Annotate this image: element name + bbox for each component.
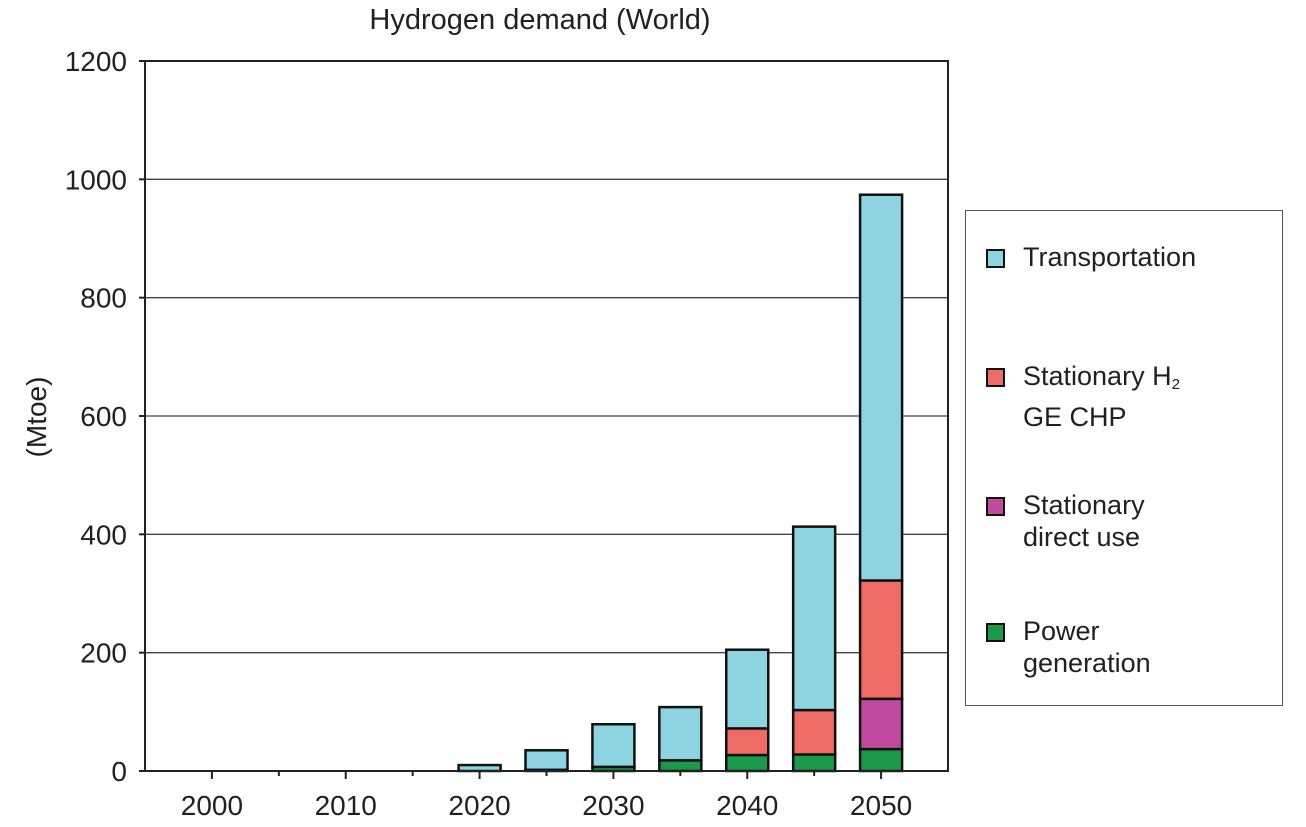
chart-title: Hydrogen demand (World) [369,4,711,36]
legend-swatch-power [986,623,1005,642]
y-tick-label-200: 200 [80,638,127,669]
bar-segment-2040-s3 [725,648,770,730]
x-tick-label-2000: 2000 [181,790,243,821]
legend-label-direct-use: Stationary direct use [1023,489,1145,553]
y-tick-label-400: 400 [80,519,127,550]
legend-label-transportation: Transportation [1023,242,1197,272]
y-tick-label-1000: 1000 [65,164,127,195]
legend-label-power-line2: generation [1023,648,1151,678]
bar-segment-2030-s3 [591,723,636,769]
legend-label-chp-subscript: 2 [1171,376,1180,393]
legend-label-chp: Stationary H2 GE CHP [1023,360,1180,433]
bar-segment-2050-s0 [858,747,904,773]
bar-segment-2045-s2 [791,708,837,756]
x-tick-label-2050: 2050 [850,790,912,821]
legend-label-chp-line1: Stationary H [1023,361,1172,391]
legend-label-direct-line1: Stationary [1023,490,1145,520]
y-tick-label-1200: 1200 [65,46,127,77]
x-tick-label-2030: 2030 [582,790,644,821]
legend-item-power: Power generation [986,615,1151,679]
y-axis-label: (Mtoe) [21,377,52,458]
y-tick-label-600: 600 [80,401,127,432]
legend-item-chp: Stationary H2 GE CHP [986,360,1180,433]
bar-segment-2050-s2 [858,579,904,701]
bars [457,193,904,773]
legend-item-direct-use: Stationary direct use [986,489,1145,553]
legend-label-chp-line2: GE CHP [1023,402,1127,432]
bar-segment-2025-s3 [524,749,569,772]
axes: 0 200 400 600 800 1000 1200 2000 2010 2020 2030 204… [65,46,949,821]
legend: Transportation Stationary H2 GE CHP Stat… [965,210,1283,706]
y-tick-label-800: 800 [80,283,127,314]
bar-segment-2050-s3 [858,193,904,582]
x-tick-label-2040: 2040 [716,790,778,821]
bar-segment-2035-s0 [658,759,703,773]
bar-segment-2045-s3 [791,525,837,712]
legend-item-transportation: Transportation [986,241,1196,273]
legend-swatch-transportation [986,249,1005,268]
bar-segment-2035-s3 [658,705,703,762]
legend-label-power: Power generation [1023,615,1151,679]
legend-swatch-chp [986,368,1005,387]
bar-segment-2040-s0 [725,753,770,773]
x-tick-label-2020: 2020 [448,790,510,821]
legend-label-power-line1: Power [1023,616,1100,646]
x-tick-label-2010: 2010 [315,790,377,821]
legend-swatch-direct-use [986,497,1005,516]
bar-segment-2050-s1 [858,697,904,751]
y-tick-label-0: 0 [111,756,127,787]
bar-segment-2045-s0 [791,753,837,773]
bar-segment-2040-s2 [725,727,770,757]
legend-label-direct-line2: direct use [1023,522,1141,552]
